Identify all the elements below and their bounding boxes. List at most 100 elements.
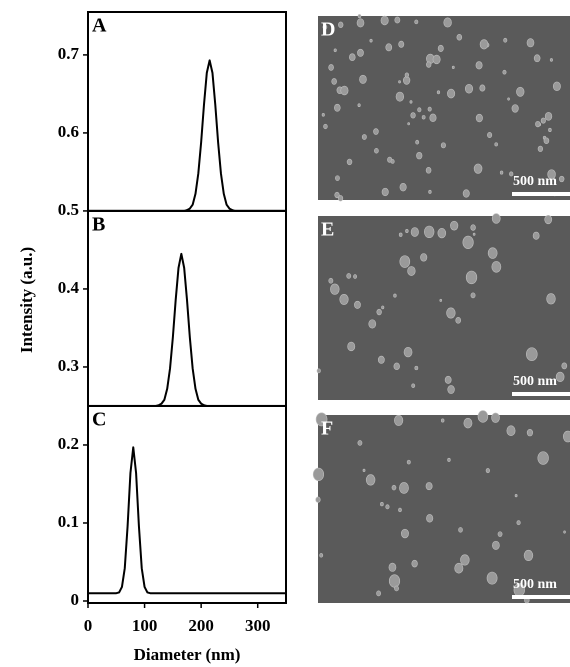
particle <box>323 123 328 130</box>
scale-bar <box>512 192 570 196</box>
particle <box>424 225 435 239</box>
particle <box>362 468 366 472</box>
particle <box>322 24 328 30</box>
panel-label: C <box>92 409 106 431</box>
particle <box>439 298 443 302</box>
particle <box>398 507 402 513</box>
particle <box>499 170 504 175</box>
panel-frame <box>87 404 287 604</box>
particle <box>548 127 552 133</box>
scale-bar <box>512 392 570 396</box>
particle <box>549 58 553 62</box>
y-tick-label: 0.4 <box>58 278 80 297</box>
particle <box>380 501 384 507</box>
particle <box>334 103 341 112</box>
particle <box>491 412 500 423</box>
particle <box>432 54 441 65</box>
particle <box>447 88 456 99</box>
particle <box>398 40 405 48</box>
particle <box>407 122 410 126</box>
particle <box>328 64 334 71</box>
particle <box>346 158 353 166</box>
particle <box>390 159 395 164</box>
particle <box>533 54 541 63</box>
particle <box>319 553 324 558</box>
particle <box>426 61 432 68</box>
particle <box>437 228 447 239</box>
particle <box>462 189 470 198</box>
particle <box>415 139 420 145</box>
particle <box>398 80 401 84</box>
particle <box>497 531 503 537</box>
panel-label: A <box>92 15 107 37</box>
particle <box>381 305 385 310</box>
y-tick-label: 0 <box>71 590 80 609</box>
particle <box>465 270 478 285</box>
panel-label: B <box>92 214 105 236</box>
particle <box>544 214 553 225</box>
image-label: E <box>321 219 334 241</box>
particle <box>410 112 416 119</box>
particle <box>414 19 419 25</box>
particle <box>346 273 352 279</box>
particle <box>385 43 393 52</box>
particle <box>511 104 519 113</box>
particle <box>460 554 470 566</box>
particle <box>516 520 521 526</box>
particle <box>388 562 397 572</box>
particle <box>405 229 409 234</box>
particle <box>444 375 452 384</box>
sem-background <box>318 216 570 400</box>
particle <box>316 368 321 374</box>
particle <box>436 90 441 95</box>
particle <box>417 107 422 113</box>
particle <box>547 169 556 180</box>
particle <box>410 227 419 237</box>
image-label: D <box>321 19 335 41</box>
particle <box>559 175 565 183</box>
particle <box>365 474 376 486</box>
sem-image: D 500 nm <box>318 14 570 202</box>
panel-frame <box>87 11 287 212</box>
particle <box>330 283 340 295</box>
line <box>88 59 286 212</box>
particle <box>455 317 462 324</box>
particle <box>514 494 518 498</box>
particle <box>377 355 385 364</box>
particle <box>312 467 325 481</box>
particle <box>403 347 413 358</box>
particle <box>369 38 373 43</box>
particle <box>416 151 423 160</box>
particle <box>561 362 568 370</box>
particle <box>447 457 451 462</box>
particle <box>315 412 328 427</box>
y-tick-label: 0.7 <box>58 44 80 63</box>
particle <box>487 247 498 259</box>
particle <box>356 18 365 28</box>
y-axis-label: Intensity (a.u.) <box>17 247 36 353</box>
particle <box>321 113 325 117</box>
y-tick-label: 0.5 <box>58 200 79 219</box>
particle <box>475 113 483 123</box>
particle <box>440 418 445 423</box>
particle <box>353 274 358 279</box>
particle <box>398 232 403 237</box>
particle <box>421 115 426 120</box>
particle <box>339 294 349 305</box>
particle <box>462 235 474 250</box>
particle <box>399 255 411 268</box>
particle <box>399 183 407 192</box>
particle <box>475 61 483 70</box>
particle <box>380 15 389 26</box>
particle <box>555 371 565 382</box>
particle <box>437 44 444 52</box>
particle <box>447 385 455 394</box>
particle <box>359 74 367 84</box>
scale-bar <box>512 595 570 599</box>
particle <box>454 562 464 574</box>
particle <box>357 440 363 446</box>
particle <box>427 106 432 112</box>
particle <box>464 83 474 94</box>
particle <box>333 48 337 53</box>
